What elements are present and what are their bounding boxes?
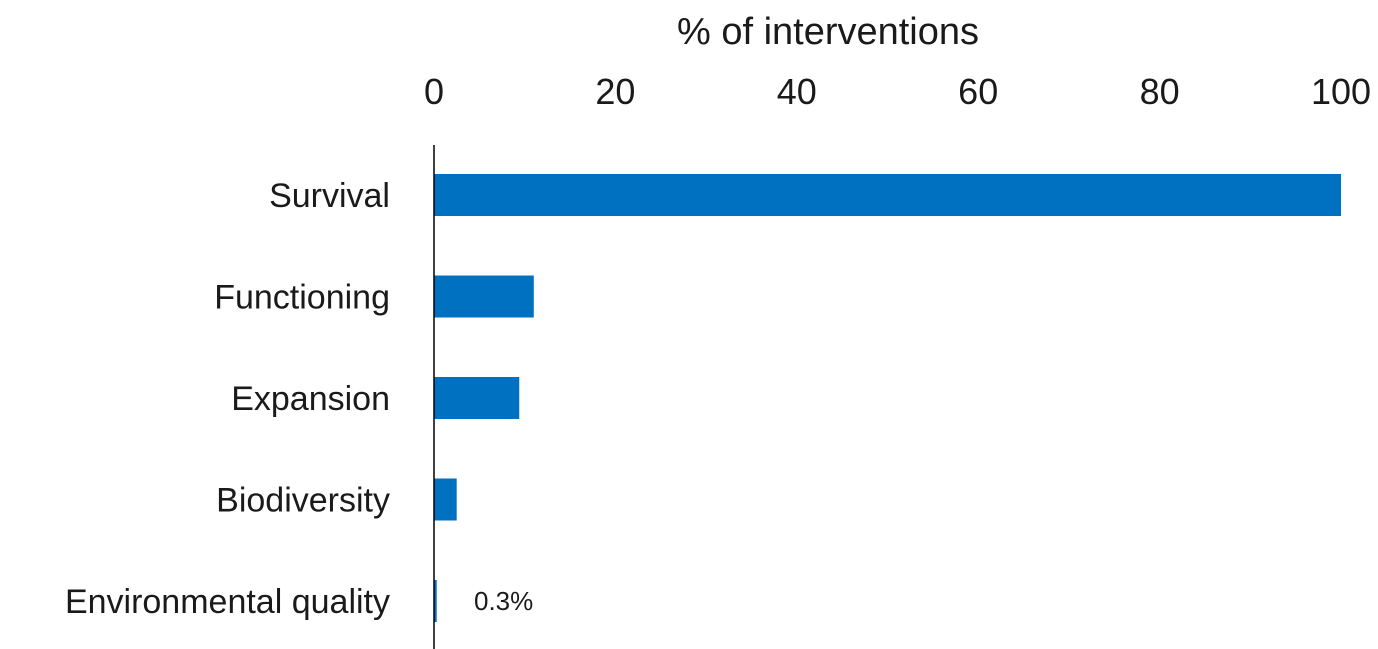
bar (434, 478, 457, 521)
category-label: Environmental quality (65, 583, 390, 621)
bar (434, 377, 520, 419)
data-labels: 0.3% (474, 586, 533, 616)
x-axis-ticks: 0 20 40 60 80 100 (424, 71, 1371, 112)
x-tick-label: 0 (424, 71, 444, 112)
x-tick-label: 80 (1140, 71, 1180, 112)
category-label: Expansion (231, 380, 390, 418)
x-tick-label: 100 (1311, 71, 1371, 112)
x-tick-label: 40 (777, 71, 817, 112)
category-label: Functioning (214, 279, 390, 317)
category-labels: Survival Functioning Expansion Biodiversity… (65, 177, 390, 621)
x-tick-label: 20 (595, 71, 635, 112)
bars (434, 174, 1341, 622)
bar (434, 174, 1341, 216)
bar (434, 275, 534, 318)
category-label: Survival (269, 177, 390, 215)
bar (434, 580, 437, 622)
x-tick-label: 60 (958, 71, 998, 112)
category-label: Biodiversity (216, 482, 390, 520)
x-axis-title: % of interventions (677, 11, 979, 53)
data-label: 0.3% (474, 586, 533, 616)
